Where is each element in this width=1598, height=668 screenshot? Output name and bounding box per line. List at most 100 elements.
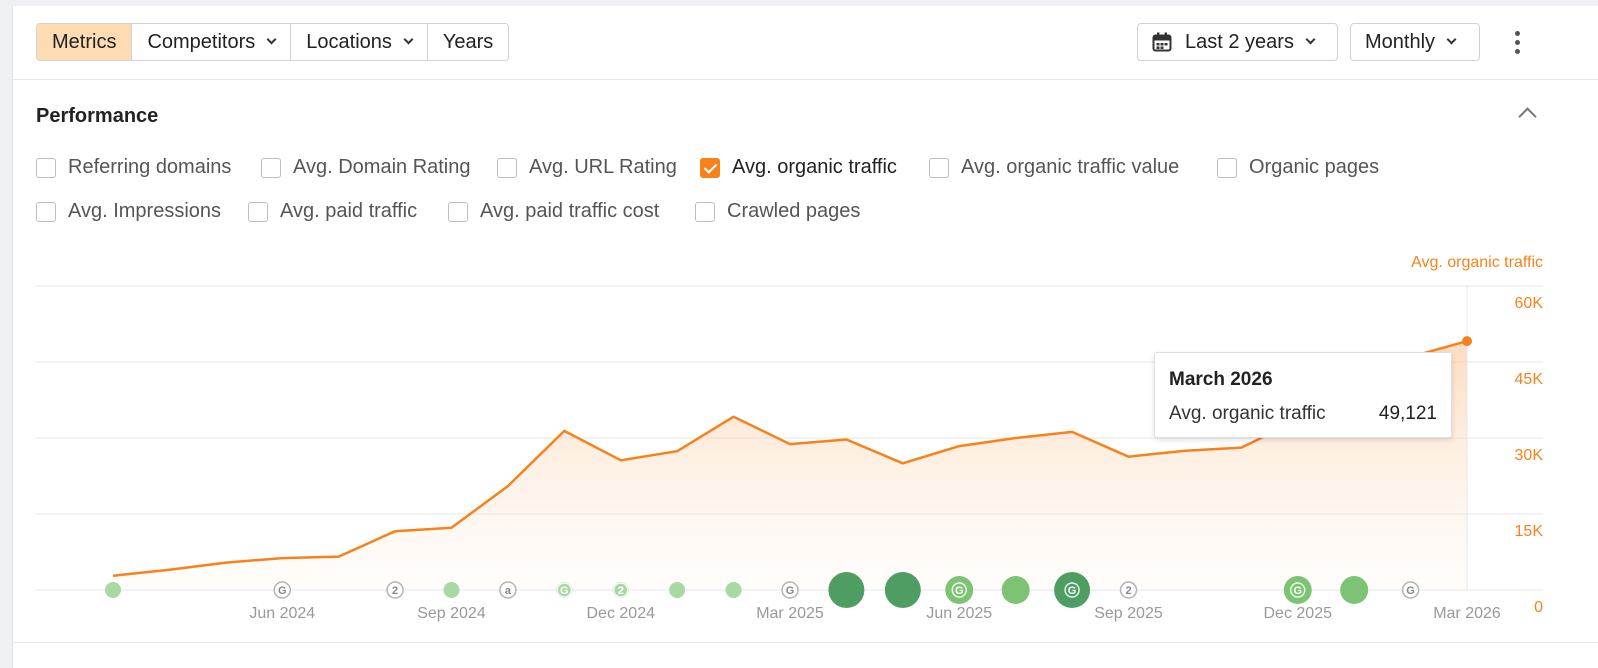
x-tick-label: Sep 2024 (417, 605, 486, 622)
metric-label: Avg. paid traffic cost (480, 200, 660, 222)
svg-text:G: G (278, 585, 287, 597)
tooltip-value: 49,121 (1378, 403, 1437, 424)
y-axis-title: Avg. organic traffic (1411, 254, 1543, 271)
metric-checkbox-avg-paid-traffic-cost[interactable]: Avg. paid traffic cost (448, 200, 659, 223)
svg-text:2: 2 (392, 585, 398, 597)
x-tick-label: Mar 2026 (1433, 605, 1501, 622)
metric-checkbox-avg-organic-traffic[interactable]: Avg. organic traffic (700, 156, 897, 179)
svg-text:G: G (560, 585, 569, 597)
checkbox-box[interactable] (36, 201, 56, 222)
metric-checkbox-avg-organic-traffic-value[interactable]: Avg. organic traffic value (929, 156, 1179, 179)
checkbox-box[interactable] (448, 201, 468, 222)
event-marker (1001, 576, 1030, 604)
view-segmented-control: Metrics Competitors Locations Years (36, 23, 510, 61)
divider (13, 642, 1598, 643)
y-tick-label: 45K (1515, 371, 1544, 388)
svg-text:G: G (1293, 585, 1302, 597)
metric-label: Avg. URL Rating (529, 156, 677, 178)
y-tick-label: 60K (1515, 295, 1544, 312)
tooltip-title: March 2026 (1169, 369, 1273, 390)
metric-label: Crawled pages (727, 200, 861, 222)
metric-label: Avg. organic traffic (732, 156, 897, 178)
tooltip-label: Avg. organic traffic (1169, 403, 1326, 424)
section-title: Performance (36, 105, 159, 127)
event-marker (1340, 576, 1369, 604)
checkbox-box[interactable] (248, 201, 268, 222)
update-badge-icon: G (273, 581, 291, 599)
update-badge-icon: G (781, 581, 799, 599)
checkbox-box[interactable] (1217, 157, 1237, 178)
metric-checkbox-avg-url-rating[interactable]: Avg. URL Rating (497, 156, 677, 179)
interval-dropdown[interactable]: Monthly (1350, 23, 1480, 61)
metric-label: Referring domains (68, 156, 232, 178)
metric-checkbox-crawled-pages[interactable]: Crawled pages (695, 200, 860, 223)
event-marker (828, 572, 865, 608)
event-marker (884, 572, 921, 608)
svg-text:a: a (505, 585, 512, 597)
update-badge-icon: 2 (1119, 581, 1138, 599)
checkbox-box[interactable] (929, 157, 949, 178)
metric-label: Avg. organic traffic value (961, 156, 1180, 178)
toolbar: Metrics Competitors Locations Years (13, 6, 1598, 80)
svg-text:G: G (1068, 585, 1077, 597)
x-tick-label: Dec 2024 (587, 605, 656, 622)
x-tick-label: Mar 2025 (756, 605, 824, 622)
event-marker (443, 582, 460, 598)
update-badge-icon: G (556, 582, 573, 598)
date-range-dropdown[interactable]: Last 2 years (1137, 23, 1338, 61)
update-badge-icon: G (1054, 572, 1091, 608)
calendar-icon (1152, 32, 1172, 52)
checkbox-box[interactable] (695, 201, 715, 222)
event-marker (669, 582, 686, 598)
tab-locations[interactable]: Locations (291, 24, 428, 60)
metric-checkbox-referring-domains[interactable]: Referring domains (36, 156, 231, 179)
metric-checkbox-organic-pages[interactable]: Organic pages (1217, 156, 1379, 179)
update-badge-icon: 2 (612, 582, 629, 598)
hover-point (1462, 336, 1472, 347)
svg-text:G: G (955, 585, 964, 597)
traffic-chart: Avg. organic traffic 0 15K 30K 45K 60K G 2 a G 2… (36, 254, 1544, 622)
checkbox-box[interactable] (36, 157, 56, 178)
y-tick-label: 15K (1515, 523, 1544, 540)
metric-checkbox-avg-domain-rating[interactable]: Avg. Domain Rating (261, 156, 471, 179)
svg-text:G: G (786, 585, 795, 597)
tab-years[interactable]: Years (427, 24, 509, 60)
metric-label: Avg. Domain Rating (293, 156, 471, 178)
x-tick-label: Sep 2025 (1094, 605, 1163, 622)
performance-card: Metrics Competitors Locations Years (12, 6, 1598, 668)
update-badge-icon: G (1401, 581, 1420, 599)
checkbox-box[interactable] (497, 157, 517, 178)
y-tick-label: 30K (1515, 447, 1544, 464)
tab-metrics-label: Metrics (52, 30, 117, 53)
chart-tooltip: March 2026 Avg. organic traffic 49,121 (1154, 352, 1452, 438)
x-tick-label: Dec 2025 (1264, 605, 1333, 622)
metric-label: Avg. paid traffic (280, 200, 418, 222)
metric-label: Avg. Impressions (68, 200, 222, 222)
update-badge-icon: a (499, 581, 517, 599)
date-range-label: Last 2 years (1185, 30, 1294, 53)
svg-text:2: 2 (618, 585, 624, 597)
x-tick-label: Jun 2025 (926, 605, 992, 622)
event-marker (725, 582, 742, 598)
x-tick-label: Jun 2024 (249, 605, 315, 622)
tab-years-label: Years (442, 30, 494, 53)
metric-checkbox-avg-paid-traffic[interactable]: Avg. paid traffic (248, 200, 417, 223)
update-badge-icon: 2 (386, 581, 404, 599)
tab-metrics[interactable]: Metrics (37, 24, 133, 60)
kebab-icon[interactable] (1507, 31, 1527, 57)
event-marker (105, 582, 121, 598)
svg-text:2: 2 (1125, 585, 1131, 597)
y-tick-label: 0 (1534, 599, 1543, 616)
update-badge-icon: G (945, 576, 974, 604)
tab-competitors[interactable]: Competitors (132, 24, 292, 60)
traffic-line (112, 339, 1468, 578)
checkbox-checked[interactable] (700, 157, 720, 178)
svg-text:G: G (1406, 585, 1415, 597)
metric-checkbox-avg-impressions[interactable]: Avg. Impressions (36, 200, 221, 223)
tab-competitors-label: Competitors (147, 30, 256, 53)
metric-label: Organic pages (1249, 156, 1380, 178)
update-badge-icon: G (1283, 576, 1312, 604)
checkbox-box[interactable] (261, 157, 281, 178)
interval-label: Monthly (1365, 30, 1436, 53)
tab-locations-label: Locations (306, 30, 392, 53)
